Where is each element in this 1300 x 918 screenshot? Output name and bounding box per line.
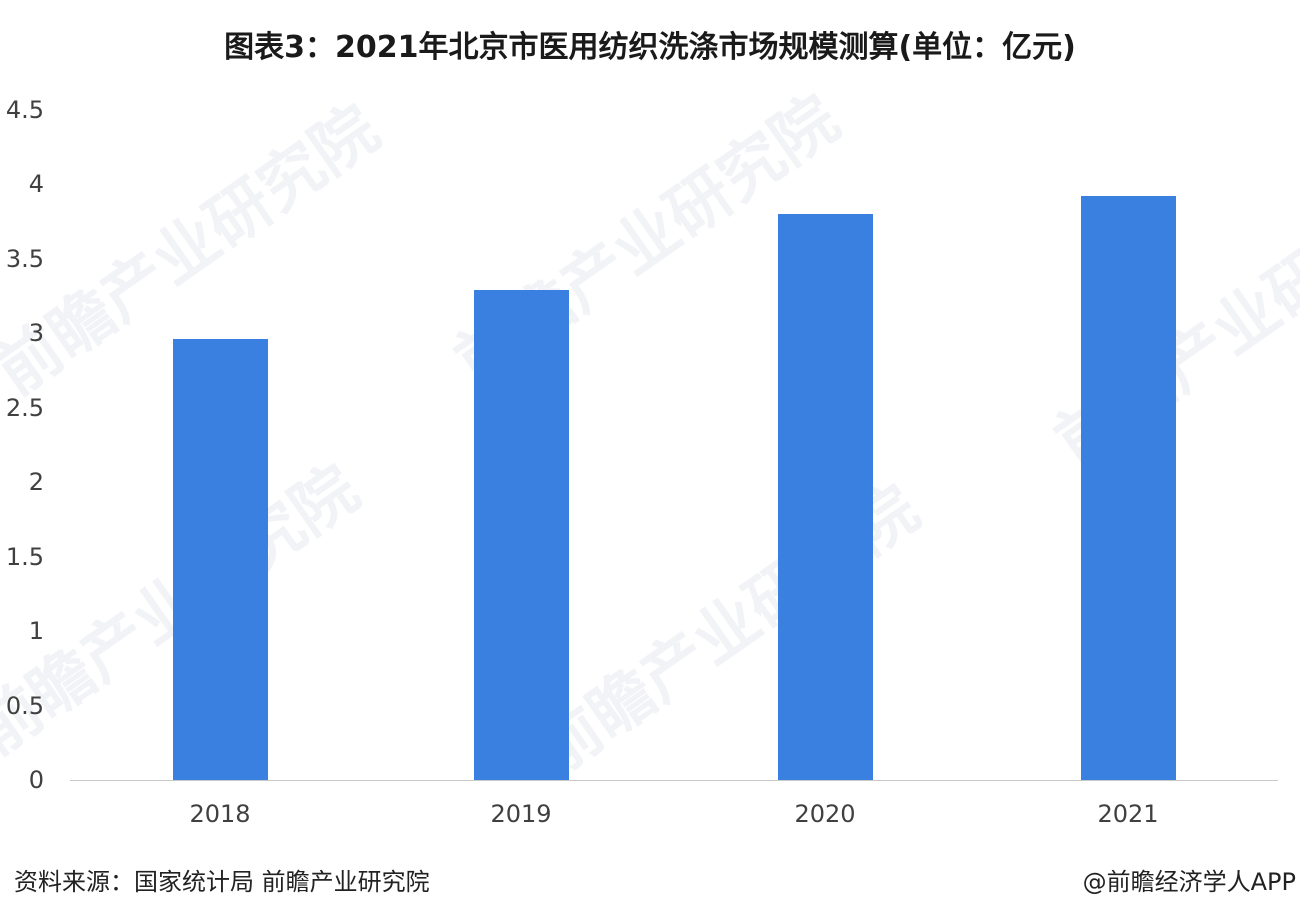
y-tick-label: 2 (28, 468, 44, 497)
y-tick-label: 0 (28, 766, 44, 794)
bar-2020 (777, 214, 873, 780)
bar-2018 (172, 339, 268, 780)
chart-title: 图表3：2021年北京市医用纺织洗涤市场规模测算(单位：亿元) (224, 30, 1076, 65)
y-tick-label: 4.5 (5, 96, 44, 124)
x-tick-label: 2020 (794, 800, 856, 828)
y-tick-label: 3.5 (5, 244, 44, 273)
y-tick-label: 2.5 (5, 393, 44, 422)
y-tick-label: 1 (28, 617, 44, 646)
source-note: 资料来源：国家统计局 前瞻产业研究院 (14, 868, 430, 896)
bar-2021 (1080, 196, 1176, 780)
bar-2019 (473, 290, 569, 780)
y-tick-label: 4 (28, 170, 44, 199)
y-tick-label: 3 (28, 319, 44, 348)
x-tick-label: 2021 (1097, 800, 1159, 828)
y-tick-label: 0.5 (5, 691, 44, 720)
brand-credit: @前瞻经济学人APP (1082, 868, 1296, 896)
y-tick-label: 1.5 (5, 542, 44, 571)
x-axis-line (70, 780, 1278, 781)
x-tick-label: 2018 (189, 800, 251, 828)
x-tick-label: 2019 (490, 800, 552, 828)
